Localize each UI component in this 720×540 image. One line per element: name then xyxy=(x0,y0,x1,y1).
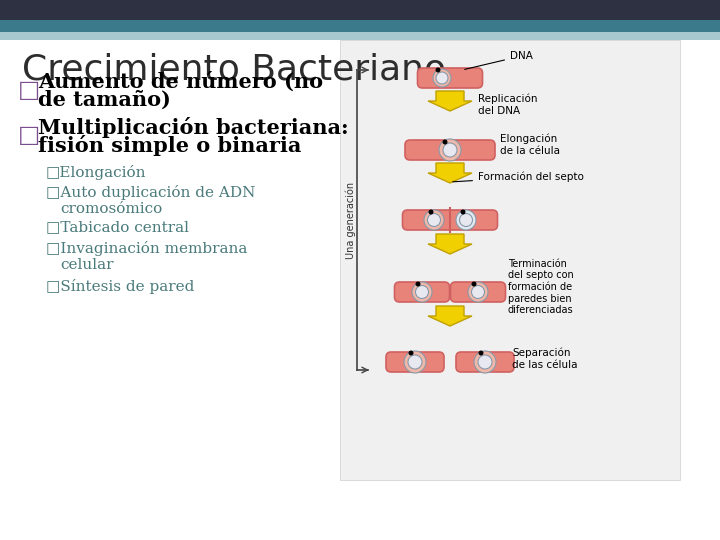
Text: □Síntesis de pared: □Síntesis de pared xyxy=(46,279,194,294)
Text: Aumento de número (no: Aumento de número (no xyxy=(38,72,323,92)
FancyBboxPatch shape xyxy=(418,68,482,88)
Text: Una generación: Una generación xyxy=(346,181,356,259)
Circle shape xyxy=(472,281,477,287)
Circle shape xyxy=(436,68,441,72)
Circle shape xyxy=(428,213,441,226)
Circle shape xyxy=(474,351,496,373)
Circle shape xyxy=(459,213,472,226)
Circle shape xyxy=(439,139,461,161)
FancyBboxPatch shape xyxy=(456,352,514,372)
Text: DNA: DNA xyxy=(464,51,533,69)
Polygon shape xyxy=(428,306,472,326)
Text: Formación del septo: Formación del septo xyxy=(453,172,584,183)
Text: Replicación
del DNA: Replicación del DNA xyxy=(478,94,538,116)
Circle shape xyxy=(428,210,433,214)
Text: Terminación
del septo con
formación de
paredes bien
diferenciadas: Terminación del septo con formación de p… xyxy=(508,259,574,315)
Text: □Tabicado central: □Tabicado central xyxy=(46,220,189,234)
Circle shape xyxy=(478,355,492,369)
Polygon shape xyxy=(428,163,472,183)
Circle shape xyxy=(408,350,413,355)
Text: de tamaño): de tamaño) xyxy=(38,90,171,110)
Circle shape xyxy=(412,282,432,302)
Bar xyxy=(0,0,720,20)
Circle shape xyxy=(472,286,485,299)
Text: Elongación
de la célula: Elongación de la célula xyxy=(500,134,560,156)
Circle shape xyxy=(479,350,484,355)
Text: □Auto duplicación de ADN: □Auto duplicación de ADN xyxy=(46,186,256,200)
FancyBboxPatch shape xyxy=(402,210,498,230)
Circle shape xyxy=(443,143,457,157)
Text: □: □ xyxy=(18,123,40,147)
Circle shape xyxy=(456,210,476,230)
Text: Crecimiento Bacteriano: Crecimiento Bacteriano xyxy=(22,53,446,87)
Text: Multiplicación bacteriana:: Multiplicación bacteriana: xyxy=(38,117,348,138)
Text: □Elongación: □Elongación xyxy=(46,165,146,180)
FancyBboxPatch shape xyxy=(395,282,449,302)
FancyBboxPatch shape xyxy=(405,140,495,160)
FancyBboxPatch shape xyxy=(386,352,444,372)
Circle shape xyxy=(424,210,444,230)
Bar xyxy=(340,40,680,480)
Text: □: □ xyxy=(18,78,40,102)
Circle shape xyxy=(415,286,428,299)
Circle shape xyxy=(415,281,420,287)
Circle shape xyxy=(404,351,426,373)
Circle shape xyxy=(433,69,451,87)
Text: celular: celular xyxy=(60,258,114,272)
FancyBboxPatch shape xyxy=(451,282,505,302)
Bar xyxy=(0,32,720,40)
Circle shape xyxy=(461,210,466,214)
Text: Separación
de las célula: Separación de las célula xyxy=(512,348,577,370)
Circle shape xyxy=(408,355,422,369)
Text: fisión simple o binaria: fisión simple o binaria xyxy=(38,134,302,156)
Polygon shape xyxy=(428,234,472,254)
Bar xyxy=(0,20,720,32)
Polygon shape xyxy=(428,91,472,111)
Circle shape xyxy=(443,139,448,145)
Text: cromosómico: cromosómico xyxy=(60,202,162,216)
Circle shape xyxy=(436,72,448,84)
Text: □Invaginación membrana: □Invaginación membrana xyxy=(46,241,248,256)
Circle shape xyxy=(468,282,488,302)
